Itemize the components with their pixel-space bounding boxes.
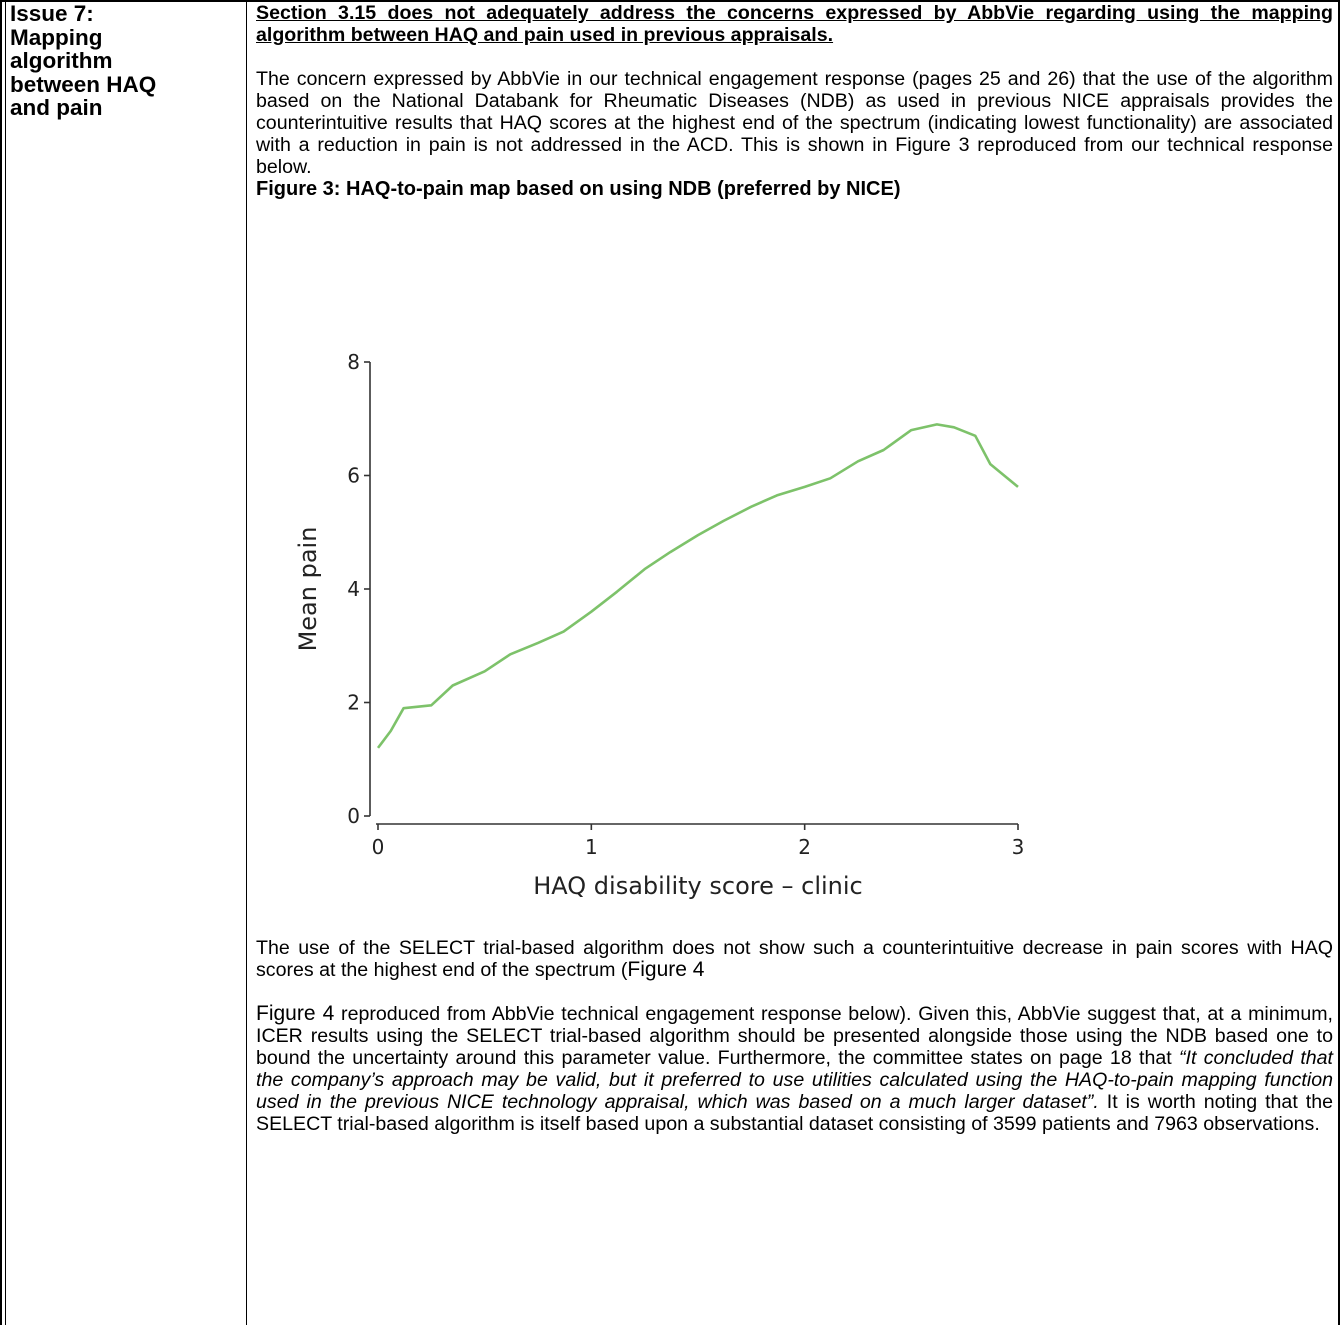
y-axis-title: Mean pain [294,527,322,652]
x-tick-label: 1 [585,835,598,859]
section-heading: Section 3.15 does not adequately address… [256,2,1333,46]
figure-4-reference: Figure 4 [627,958,705,981]
table-border-right [1338,0,1340,1325]
y-tick-label: 8 [347,350,360,374]
table-border-left [0,0,2,1325]
series-line [376,423,1019,749]
table-column-divider [246,0,247,1325]
y-tick-label: 0 [347,804,360,828]
paragraph-1: The concern expressed by AbbVie in our t… [256,68,1333,178]
table-border-top [0,0,1340,2]
chart-svg: 0 2 4 6 8 0 1 2 3 HAQ disability score – clinic Me… [294,350,1025,900]
paragraph-3: Figure 4 reproduced from AbbVie technica… [256,1002,1334,1136]
figure-4-reference-2: Figure 4 [256,1002,335,1025]
y-tick-label: 4 [347,577,360,601]
y-tick-label: 6 [347,464,360,488]
x-tick-label: 3 [1012,835,1025,859]
after-chart-text: The use of the SELECT trial-based algori… [256,937,1333,1135]
paragraph-3-text-a: reproduced from AbbVie technical engagem… [256,1003,1333,1069]
x-tick-label: 0 [372,835,385,859]
table-border-left-inner [5,0,6,1325]
issue-title: Issue 7: Mapping algorithm between HAQ a… [10,1,157,120]
y-tick-label: 2 [347,691,360,715]
x-axis-title: HAQ disability score – clinic [533,872,863,900]
committee-quote: “It concluded that the company’s approac… [256,1047,1334,1113]
paragraph-2-text: The use of the SELECT trial-based algori… [256,937,1333,981]
x-tick-label: 2 [798,835,811,859]
paragraph-2: The use of the SELECT trial-based algori… [256,937,1333,981]
haq-pain-chart: 0 2 4 6 8 0 1 2 3 HAQ disability score – clinic Me… [256,348,1056,938]
paragraph-3-text-b: It is worth noting that the SELECT trial… [256,1091,1334,1135]
figure-caption: Figure 3: HAQ-to-pain map based on using… [256,178,901,200]
issue-content: Section 3.15 does not adequately address… [256,2,1333,200]
